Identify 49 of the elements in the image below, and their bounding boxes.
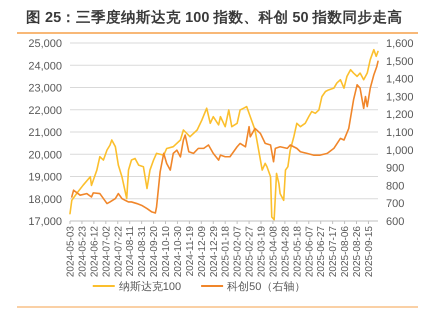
x-tick-label: 2025-09-15 xyxy=(364,226,375,278)
y-tick-label: 25,000 xyxy=(28,38,62,50)
y2-tick-label: 800 xyxy=(386,180,404,192)
x-tick-label: 2024-12-09 xyxy=(196,226,208,278)
x-tick-label: 2025-05-18 xyxy=(292,226,304,278)
x-tick-label: 2025-07-17 xyxy=(328,226,340,278)
x-tick-label: 2024-05-03 xyxy=(66,226,76,278)
x-tick-label: 2024-10-10 xyxy=(161,226,172,278)
y-tick-label: 21,000 xyxy=(28,127,62,139)
y2-tick-label: 1,100 xyxy=(386,127,414,139)
y2-tick-label: 1,400 xyxy=(386,74,414,86)
x-tick-label: 2024-10-30 xyxy=(172,226,184,278)
y2-tick-label: 1,600 xyxy=(386,38,414,50)
x-tick-label: 2024-11-19 xyxy=(184,226,196,276)
y2-tick-label: 900 xyxy=(386,162,404,175)
y2-tick-label: 1,000 xyxy=(386,144,414,157)
x-tick-label: 2025-08-06 xyxy=(340,226,352,278)
x-tick-label: 2025-04-28 xyxy=(280,226,292,278)
y2-tick-label: 1,200 xyxy=(386,109,414,122)
legend-label: 纳斯达克100 xyxy=(118,280,182,293)
y-tick-label: 19,000 xyxy=(28,172,62,184)
x-tick-label: 2025-01-18 xyxy=(220,226,232,278)
y2-tick-label: 700 xyxy=(386,198,404,210)
x-tick-label: 2025-06-27 xyxy=(316,226,328,278)
x-tick-label: 2025-02-07 xyxy=(232,226,244,278)
y2-tick-label: 600 xyxy=(386,216,404,228)
y2-tick-label: 1,300 xyxy=(386,91,414,104)
y-tick-label: 18,000 xyxy=(28,194,62,206)
x-tick-label: 2024-05-23 xyxy=(77,226,88,278)
x-tick-label: 2024-09-20 xyxy=(149,226,160,278)
x-tick-label: 2024-07-22 xyxy=(113,226,124,278)
x-tick-label: 2024-08-11 xyxy=(125,226,136,276)
y2-tick-label: 1,500 xyxy=(386,56,414,68)
y-tick-label: 24,000 xyxy=(28,60,62,72)
legend-label: 科创50（右轴） xyxy=(227,280,306,293)
x-tick-label: 2024-12-29 xyxy=(208,226,220,278)
y-tick-label: 17,000 xyxy=(28,216,62,228)
y-tick-label: 20,000 xyxy=(28,149,62,162)
x-tick-label: 2024-06-12 xyxy=(89,226,100,278)
x-tick-label: 2025-08-26 xyxy=(352,226,364,278)
chart-title: 图 25：三季度纳斯达克 100 指数、科创 50 指数同步走高 xyxy=(26,8,403,26)
x-tick-label: 2025-04-08 xyxy=(268,226,280,278)
x-tick-label: 2024-08-31 xyxy=(137,226,148,278)
x-tick-label: 2025-06-07 xyxy=(304,226,316,278)
y-tick-label: 23,000 xyxy=(28,82,62,94)
x-tick-label: 2025-02-27 xyxy=(244,226,256,278)
x-tick-label: 2024-07-02 xyxy=(101,226,112,278)
x-tick-label: 2025-03-19 xyxy=(256,226,268,278)
y-tick-label: 22,000 xyxy=(28,104,62,117)
